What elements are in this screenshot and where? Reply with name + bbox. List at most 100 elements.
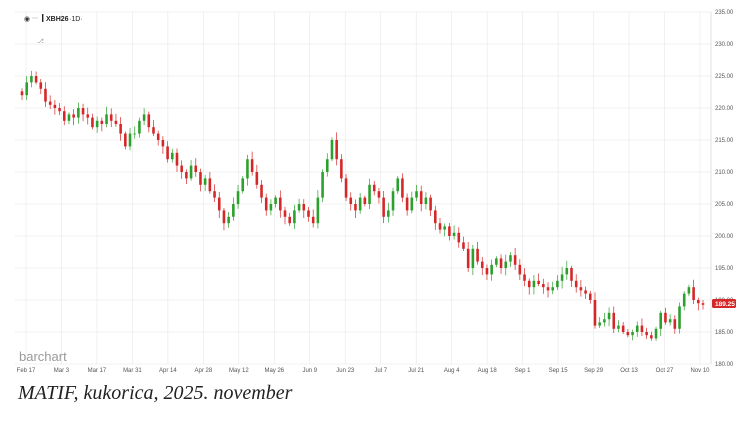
y-tick-label: 200.00 — [715, 234, 734, 240]
x-tick-label: Sep 1 — [515, 368, 531, 374]
x-tick-label: Apr 14 — [159, 368, 177, 374]
menu-dots-icon[interactable]: ⋯ — [32, 16, 38, 22]
candle-body — [354, 204, 357, 211]
candle-body — [532, 280, 536, 288]
candle-body — [335, 140, 338, 160]
candle-body — [692, 287, 695, 300]
candle-body — [109, 114, 113, 121]
candle-body — [189, 165, 193, 179]
candle-body — [227, 216, 230, 224]
x-tick-label: Mar 17 — [88, 368, 107, 374]
candle-body — [250, 159, 254, 172]
candle-body — [396, 178, 400, 192]
candle-body — [264, 197, 268, 211]
candle-body — [650, 335, 653, 339]
y-tick-label: 235.00 — [715, 10, 734, 16]
candle-body — [170, 152, 174, 160]
candle-body — [95, 120, 99, 128]
candle-body — [307, 210, 310, 217]
candle-body — [232, 204, 235, 217]
candle-body — [509, 255, 512, 262]
candle-body — [288, 216, 291, 224]
interval-label: ·1D· — [69, 16, 83, 23]
candle-body — [217, 197, 221, 211]
candle-body — [697, 300, 700, 304]
candle-body — [678, 306, 681, 329]
candle-body — [241, 178, 245, 192]
candle-body — [316, 197, 320, 224]
chart-svg: 180.00185.00190.00195.00200.00205.00210.… — [15, 10, 736, 374]
candle-body — [560, 274, 564, 281]
candle-body — [673, 319, 677, 329]
candle-body — [213, 191, 216, 198]
candle-body — [53, 104, 57, 108]
candle-body — [626, 332, 630, 336]
y-tick-label: 220.00 — [715, 106, 734, 112]
candle-body — [424, 197, 428, 204]
candle-body — [443, 226, 446, 230]
candle-body — [607, 312, 611, 320]
candle-body — [67, 114, 71, 121]
candle-body — [124, 133, 127, 147]
eye-icon[interactable]: ◉ — [24, 16, 30, 23]
candle-body — [175, 152, 179, 166]
candle-body — [30, 76, 33, 83]
candle-body — [476, 248, 479, 262]
x-tick-label: Mar 3 — [54, 368, 70, 374]
candle-body — [513, 255, 517, 265]
candle-body — [72, 114, 75, 118]
candle-body — [321, 172, 324, 198]
candle-body — [635, 325, 639, 332]
candle-body — [448, 226, 451, 236]
candle-body — [105, 114, 108, 124]
candle-body — [297, 204, 301, 211]
x-tick-label: Aug 18 — [478, 368, 498, 374]
candle-body — [659, 312, 663, 329]
candle-body — [603, 319, 606, 323]
x-tick-label: Aug 4 — [444, 368, 460, 374]
x-tick-label: Apr 28 — [195, 368, 213, 374]
candle-body — [62, 111, 66, 121]
candle-body — [556, 280, 559, 288]
candle-body — [654, 328, 658, 339]
candle-body — [452, 232, 456, 236]
candle-body — [471, 248, 475, 268]
candle-body — [246, 159, 249, 179]
figure-caption: MATIF, kukorica, 2025. november — [18, 382, 293, 404]
candle-body — [279, 197, 282, 211]
y-tick-label: 210.00 — [715, 170, 734, 176]
note-marker-icon[interactable]: ⎇ — [37, 38, 44, 45]
candle-body — [349, 197, 353, 204]
candle-body — [203, 178, 207, 185]
candle-body — [156, 133, 160, 140]
candle-body — [293, 210, 296, 224]
chart-header: ◉ ⋯ XBH26 ·1D· — [24, 14, 83, 23]
candle-body — [344, 178, 348, 198]
candle-body — [48, 101, 52, 105]
candle-body — [485, 268, 489, 275]
candle-body — [434, 210, 437, 224]
y-tick-label: 205.00 — [715, 202, 734, 208]
candle-body — [462, 242, 465, 249]
candle-body — [387, 210, 390, 217]
candle-body — [86, 114, 90, 118]
y-tick-label: 225.00 — [715, 74, 734, 80]
candle-body — [499, 258, 503, 268]
x-tick-label: Oct 27 — [656, 368, 674, 374]
candle-body — [405, 197, 409, 211]
x-tick-label: Nov 10 — [690, 368, 710, 374]
candle-body — [518, 264, 522, 275]
candle-body — [222, 210, 226, 224]
candle-body — [593, 300, 597, 326]
candle-body — [438, 223, 442, 230]
candle-body — [340, 159, 343, 179]
candle-body — [377, 191, 381, 198]
candle-body — [551, 287, 555, 291]
x-tick-label: Jun 9 — [302, 368, 317, 374]
candle-body — [527, 280, 531, 288]
candle-body — [325, 159, 329, 172]
candle-body — [570, 268, 573, 281]
x-tick-label: Jun 23 — [336, 368, 355, 374]
candle-body — [401, 178, 404, 198]
candle-body — [283, 210, 287, 217]
